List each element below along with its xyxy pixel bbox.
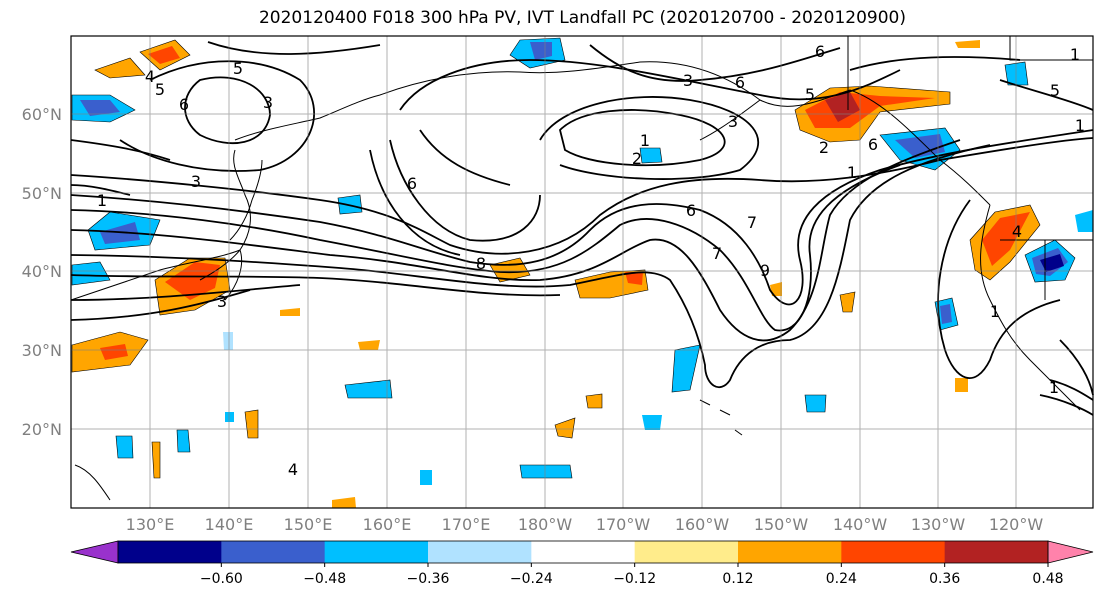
contour-label: 6: [179, 95, 189, 114]
colorbar-tick-label: −0.24: [510, 571, 553, 587]
lat-label: 40°N: [22, 262, 62, 281]
map-border: [70, 35, 1094, 509]
contour-label: 9: [760, 261, 770, 280]
contour-label: 4: [1012, 222, 1022, 241]
colorbar: −0.60 −0.48 −0.36 −0.24 −0.12 0.12 0.24 0.36 0.4…: [70, 540, 1094, 587]
contour-label: 3: [217, 292, 227, 311]
lat-label: 50°N: [22, 184, 62, 203]
contour-label: 3: [263, 93, 273, 112]
colorbar-swatch: [428, 541, 532, 563]
contour-label: 3: [683, 71, 693, 90]
lon-label: 170°E: [442, 515, 491, 534]
contour-label: 1: [97, 191, 107, 210]
lon-label: 140°W: [833, 515, 888, 534]
contour-label: 1: [1070, 45, 1080, 64]
lon-label: 150°E: [284, 515, 333, 534]
colorbar-tick-label: −0.60: [200, 571, 243, 587]
contour-label: 2: [632, 149, 642, 168]
contour-label: 6: [735, 73, 745, 92]
contour-label: 5: [1050, 81, 1060, 100]
colorbar-tick-label: −0.36: [407, 571, 450, 587]
contour-label: 8: [476, 254, 486, 273]
colorbar-tick-label: 0.24: [826, 571, 857, 587]
lon-label: 170°W: [596, 515, 651, 534]
contour-label: 4: [288, 460, 298, 479]
contour-label: 1: [990, 302, 1000, 321]
contour-label: 6: [686, 201, 696, 220]
contour-label: 6: [868, 135, 878, 154]
contour-label: 6: [407, 174, 417, 193]
lat-label: 30°N: [22, 341, 62, 360]
colorbar-tick-label: 0.48: [1032, 571, 1063, 587]
contour-label: 4: [145, 67, 155, 86]
colorbar-tick-label: 0.12: [722, 571, 753, 587]
colorbar-tick-label: 0.36: [929, 571, 960, 587]
latitude-labels: 60°N 50°N 40°N 30°N 20°N: [22, 105, 62, 439]
contour-label: 1: [847, 163, 857, 182]
lon-label: 140°E: [205, 515, 254, 534]
colorbar-swatch: [531, 541, 636, 563]
colorbar-swatch: [221, 541, 326, 563]
lon-label: 160°W: [675, 515, 730, 534]
pv-contours: [70, 41, 1094, 416]
contour-label: 3: [728, 112, 738, 131]
contour-label: 5: [233, 59, 243, 78]
contour-label: 2: [819, 138, 829, 157]
lon-label: 160°E: [363, 515, 412, 534]
longitude-labels: 130°E 140°E 150°E 160°E 170°E 180°W 170°…: [126, 515, 1044, 534]
contour-label: 1: [1049, 378, 1059, 397]
colorbar-border: [117, 540, 1049, 564]
lon-label: 180°W: [518, 515, 573, 534]
colorbar-tick-label: −0.48: [303, 571, 346, 587]
map-title: 2020120400 F018 300 hPa PV, IVT Landfall…: [258, 8, 906, 28]
lat-label: 60°N: [22, 105, 62, 124]
lon-label: 120°W: [989, 515, 1044, 534]
colorbar-extend-high: [1047, 540, 1094, 564]
contour-label: 1: [640, 131, 650, 150]
contour-label: 7: [712, 244, 722, 263]
contour-label: 3: [191, 172, 201, 191]
contour-label: 7: [747, 213, 757, 232]
colorbar-extend-low: [70, 540, 119, 564]
contour-label: 1: [1075, 116, 1085, 135]
contour-label: 5: [155, 80, 165, 99]
contour-labels: 5 4 5 6 3 3 1 6 3 6 1 2 3 6 5 6 2 1 6 7 …: [97, 42, 1085, 479]
lon-label: 130°W: [911, 515, 966, 534]
colorbar-tick-label: −0.12: [613, 571, 656, 587]
contour-label: 5: [805, 85, 815, 104]
colorbar-swatch: [841, 541, 946, 563]
gridlines: [71, 36, 1093, 508]
contour-label: 6: [815, 42, 825, 61]
lon-label: 130°E: [126, 515, 175, 534]
colorbar-swatch: [738, 541, 842, 563]
colorbar-swatch: [324, 541, 429, 563]
colorbar-swatch: [118, 541, 222, 563]
colorbar-swatch: [634, 541, 739, 563]
coastlines: [70, 36, 1093, 501]
lon-label: 150°W: [754, 515, 809, 534]
colorbar-swatch: [944, 541, 1049, 563]
lat-label: 20°N: [22, 420, 62, 439]
